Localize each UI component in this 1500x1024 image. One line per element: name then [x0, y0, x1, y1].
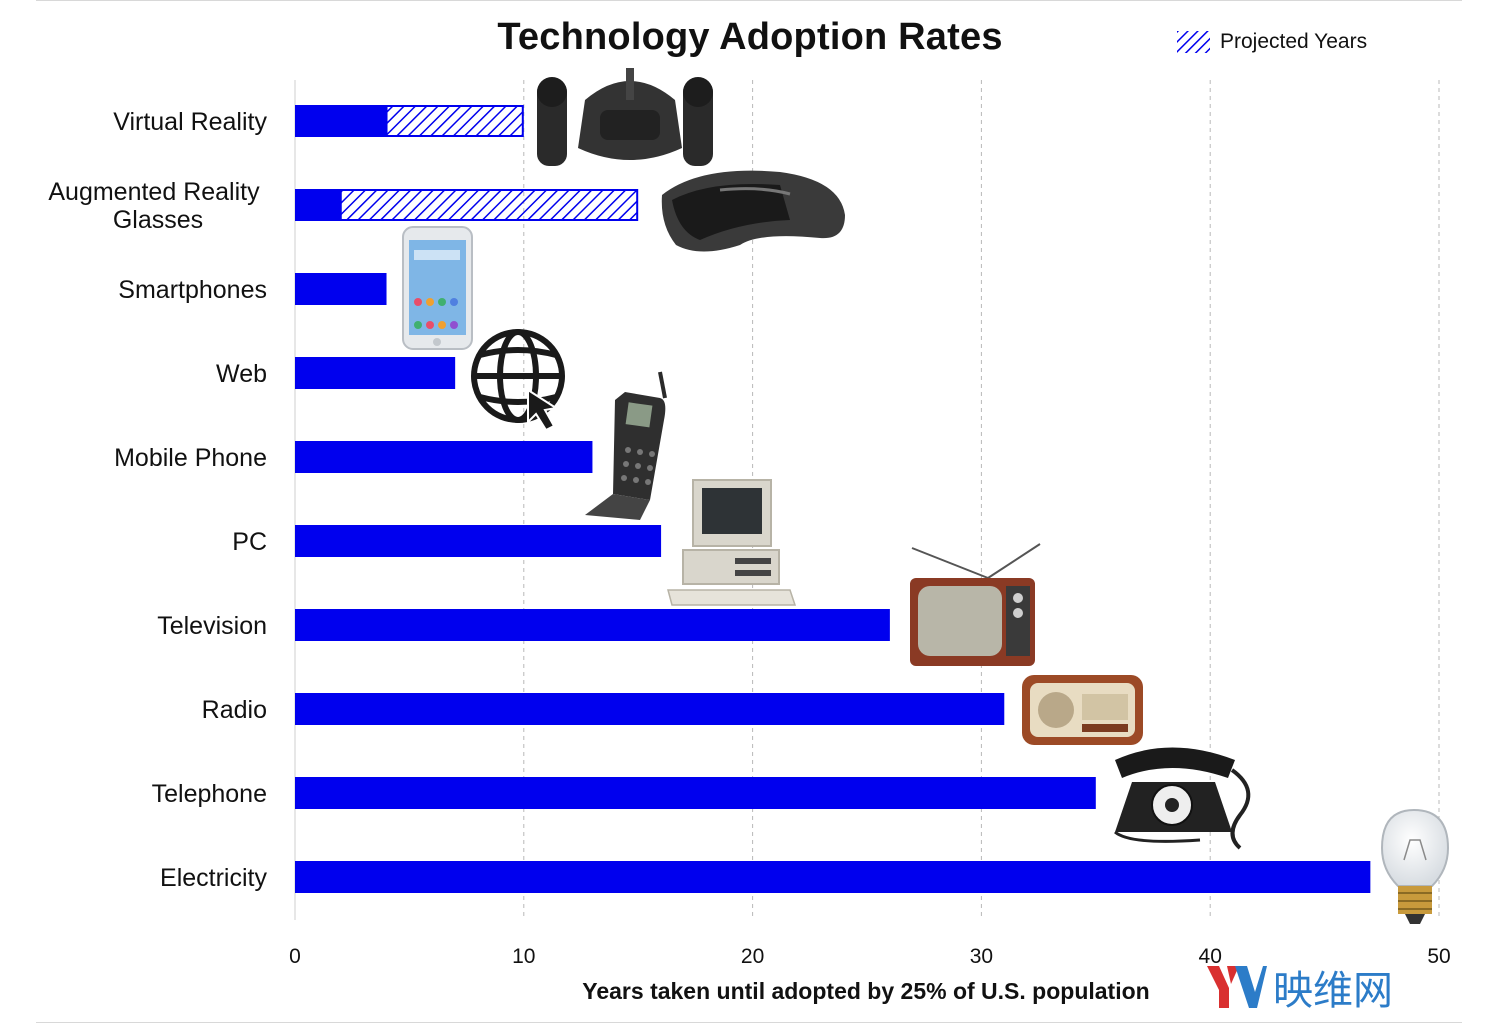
bar-actual	[295, 357, 456, 389]
x-tick-label: 40	[1199, 945, 1222, 968]
category-label: Radio	[202, 696, 267, 724]
category-label: Web	[216, 360, 267, 388]
television-icon	[910, 543, 1041, 666]
bar-actual	[295, 693, 1005, 725]
category-label: Mobile Phone	[114, 444, 267, 472]
legend: Projected Years	[1177, 30, 1367, 54]
radio-icon	[1022, 675, 1143, 745]
vr-headset-icon	[537, 68, 713, 166]
bar-projected	[385, 105, 524, 137]
x-tick-label: 30	[970, 945, 993, 968]
bar-actual	[295, 777, 1096, 809]
mobile-phone-icon	[585, 371, 667, 520]
category-label: Virtual Reality	[113, 108, 267, 136]
watermark-logo-icon	[1207, 966, 1267, 1008]
globe-cursor-icon	[471, 329, 565, 432]
category-label: Telephone	[152, 780, 267, 808]
bar-actual	[295, 105, 387, 137]
bar-actual	[295, 525, 662, 557]
watermark-text: 映维网	[1273, 968, 1393, 1014]
bar-actual	[295, 441, 593, 473]
category-label: PC	[232, 528, 267, 556]
category-label: Smartphones	[118, 276, 267, 304]
pc-icon	[667, 479, 797, 606]
bar-actual	[295, 273, 387, 305]
watermark: 映维网	[1205, 958, 1393, 1016]
x-tick-label: 50	[1427, 945, 1450, 968]
x-tick-label: 0	[289, 945, 301, 968]
x-tick-label: 20	[741, 945, 764, 968]
top-border	[36, 0, 1462, 1]
legend-swatch-projected	[1177, 31, 1210, 53]
chart-title: Technology Adoption Rates	[497, 16, 1003, 58]
smartphone-icon	[402, 226, 473, 350]
lightbulb-icon	[1380, 808, 1450, 924]
bar-projected	[339, 189, 639, 221]
ar-glasses-icon	[661, 170, 845, 252]
telephone-icon	[1114, 747, 1251, 850]
x-axis-label: Years taken until adopted by 25% of U.S.…	[582, 978, 1150, 1004]
bar-actual	[295, 189, 341, 221]
category-label: Electricity	[160, 864, 267, 892]
bar-actual	[295, 609, 890, 641]
legend-label-projected: Projected Years	[1220, 30, 1368, 53]
bar-actual	[295, 861, 1371, 893]
bottom-border	[36, 1022, 1462, 1023]
category-label: Television	[157, 612, 267, 640]
category-label: Augmented Reality Glasses	[48, 178, 260, 234]
x-tick-label: 10	[512, 945, 535, 968]
